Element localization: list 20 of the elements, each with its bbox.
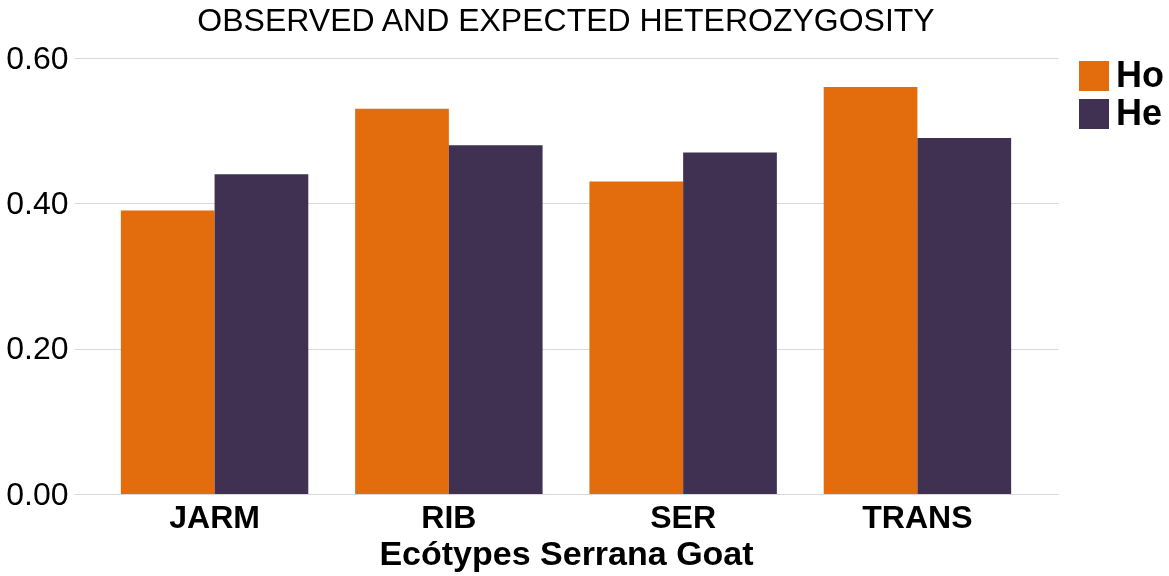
y-tick-label: 0.20 <box>6 330 69 367</box>
bar <box>683 152 777 494</box>
x-tick-label: TRANS <box>862 498 973 535</box>
bar <box>214 174 309 494</box>
y-tick-label: 0.40 <box>6 184 69 221</box>
x-tick-label: SER <box>650 498 717 535</box>
x-tick-label: JARM <box>169 498 260 535</box>
bar <box>448 145 543 494</box>
y-tick-label: 0.00 <box>6 475 69 512</box>
legend-label: Ho <box>1116 54 1164 95</box>
bar <box>355 108 449 494</box>
x-tick-label: RIB <box>421 498 477 535</box>
bar <box>823 87 918 494</box>
bar <box>917 137 1012 494</box>
legend-label: He <box>1116 92 1163 133</box>
y-tick-label: 0.60 <box>6 39 69 76</box>
x-axis-title: Ecótypes Serrana Goat <box>379 533 754 572</box>
bar <box>120 210 215 494</box>
bar <box>589 181 684 494</box>
chart-title: OBSERVED AND EXPECTED HETEROZYGOSITY <box>197 2 935 38</box>
